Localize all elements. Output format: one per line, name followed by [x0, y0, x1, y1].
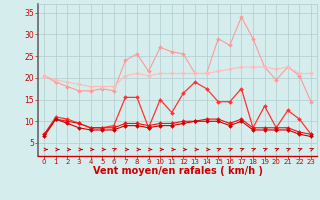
- X-axis label: Vent moyen/en rafales ( km/h ): Vent moyen/en rafales ( km/h ): [92, 166, 263, 176]
